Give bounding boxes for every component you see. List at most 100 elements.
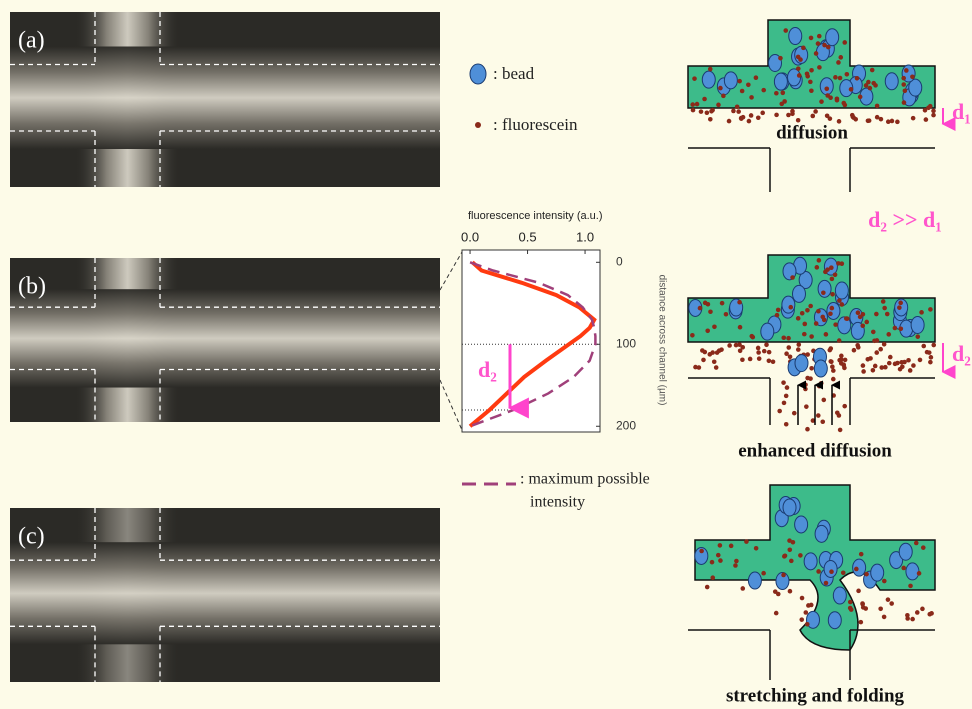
fluorescein [798,553,803,558]
fluorescein [820,419,825,424]
fluorescein [915,610,920,615]
fluorescein [908,584,913,589]
bead [814,360,827,377]
bead [792,285,805,302]
fluorescein [800,596,805,601]
y-tick-label: 0 [616,254,623,268]
fluorescein [879,365,884,370]
fluorescein [740,357,745,362]
fluorescein [706,302,711,307]
fluorescein [851,115,856,120]
y-tick-label: 100 [616,336,636,350]
legend-max: : maximum possible [520,471,650,488]
fluorescein [848,600,853,605]
fluorescein [871,81,876,86]
fluorescein [863,606,868,611]
bead [795,355,808,372]
bead [826,29,839,46]
fluorescein [830,364,835,369]
fluorescein [816,413,821,418]
fluorescein [931,343,936,348]
fluorescein [864,83,869,88]
fluorescein [699,109,704,114]
fluorescein [746,82,751,87]
fluorescein [736,109,741,114]
micrographs: (a)(b)(c) [10,12,462,682]
bead [828,612,841,629]
fluorescein [929,355,934,360]
fluorescein [839,354,844,359]
fluorescein [898,301,903,306]
fluorescein [888,355,893,360]
fluorescein [740,89,745,94]
fluorescein [814,51,819,56]
fluorescein [797,73,802,78]
fluorescein [849,87,854,92]
fluorescein [708,117,713,122]
fluorescein [731,109,736,114]
fluorescein [805,376,810,381]
fluorescein [855,76,860,81]
fluorescein [701,358,706,363]
fluorescein [773,589,778,594]
fluorescein [756,350,761,355]
fluorescein [783,28,788,33]
fluorescein [882,306,887,311]
fluorescein [779,102,784,107]
fluorescein [720,301,725,306]
fluorescein [824,581,829,586]
fluorescein [899,327,904,332]
fluorescein [710,108,715,113]
fluorescein [796,66,801,71]
fluorescein [808,80,813,85]
fluorescein [837,298,842,303]
fluorescein [910,74,915,79]
fluorescein [781,380,786,385]
fluorescein [861,312,866,317]
fluorescein [733,563,738,568]
fluorescein [757,356,762,361]
fluorescein [841,101,846,106]
fluorescein [914,541,919,546]
bead [824,560,837,577]
fluorescein [928,307,933,312]
fluorescein [860,323,865,328]
fluorescein [835,411,840,416]
fluorescein [710,575,715,580]
fluorescein [796,316,801,321]
fluorescein [716,103,721,108]
fluorescein [785,385,790,390]
fluorescein [830,292,835,297]
fluorescein [838,428,843,433]
fluorescein [749,113,754,118]
fluorescein [819,381,824,386]
fluorescein [796,347,801,352]
fluorescein [887,361,892,366]
fluorescein [911,116,916,121]
fluorescein [777,409,782,414]
fluorescein [868,86,873,91]
d1-label: d₁ [952,99,971,124]
x-tick-label: 1.0 [576,229,594,244]
legend-max: intensity [530,494,585,511]
fluorescein [750,335,755,340]
fluorescein [831,368,836,373]
schematics: diffusionenhanced diffusionstretching an… [688,20,936,706]
fluorescein [893,326,898,331]
fluorescein [740,586,745,591]
fluorescein [833,75,838,80]
fluorescein [830,277,835,282]
fluorescein [816,41,821,46]
fluorescein [842,404,847,409]
bead [748,572,761,589]
fluorescein [874,350,879,355]
fluorescein [809,88,814,93]
zoom-line [440,380,462,430]
fluorescein [837,338,842,343]
fluorescein [827,348,832,353]
fluorescein [927,350,932,355]
fluorescein [805,622,810,627]
fluorescein [801,46,806,51]
fluorescein [831,377,836,382]
fluorescein [786,345,791,350]
